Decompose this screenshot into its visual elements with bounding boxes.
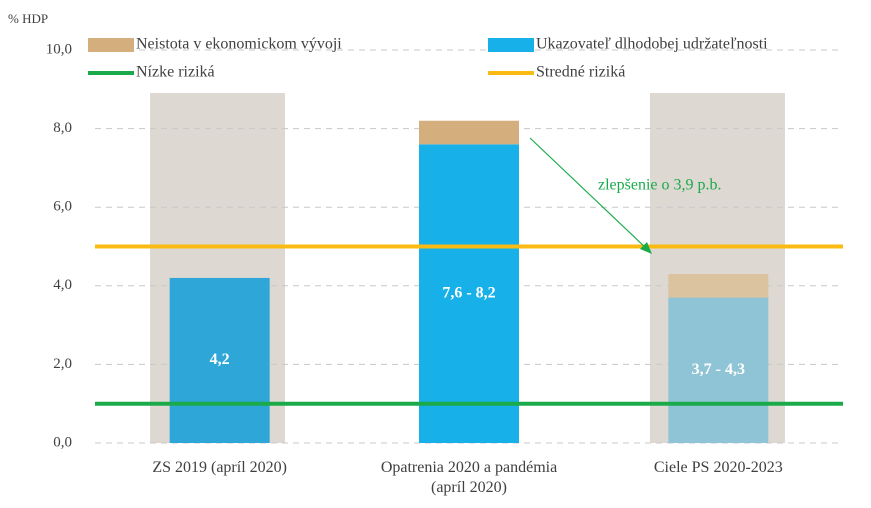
data-label: 3,7 - 4,3 xyxy=(692,361,745,378)
data-label: 7,6 - 8,2 xyxy=(442,284,495,301)
y-tick-label: 4,0 xyxy=(53,277,72,293)
y-tick-label: 6,0 xyxy=(53,199,72,215)
bar-segment xyxy=(668,274,769,298)
y-tick-label: 8,0 xyxy=(53,120,72,136)
legend-swatch xyxy=(488,38,534,52)
x-tick-label: ZS 2019 (apríl 2020) xyxy=(152,459,287,476)
bar-segment xyxy=(668,297,769,443)
annotation-arrowhead xyxy=(640,242,652,254)
y-axis-label: % HDP xyxy=(8,11,48,26)
y-tick-label: 10,0 xyxy=(46,41,72,57)
legend-label: Nízke riziká xyxy=(136,64,215,81)
bar-segment xyxy=(419,120,519,145)
legend-swatch xyxy=(88,38,134,52)
annotation-arrow xyxy=(529,137,649,251)
legend-label: Neistota v ekonomickom vývoji xyxy=(136,36,342,53)
annotation: zlepšenie o 3,9 p.b. xyxy=(598,177,722,194)
legend-label: Stredné riziká xyxy=(536,64,625,81)
x-tick-label: Ciele PS 2020-2023 xyxy=(653,459,783,476)
bar-segment xyxy=(419,144,519,443)
bar-segment xyxy=(169,277,270,443)
y-tick-label: 0,0 xyxy=(53,434,72,450)
y-tick-label: 2,0 xyxy=(53,356,72,372)
data-label: 4,2 xyxy=(210,351,230,368)
legend-label: Ukazovateľ dlhodobej udržateľnosti xyxy=(536,36,768,53)
x-tick-label: Opatrenia 2020 a pandémia (apríl 2020) xyxy=(380,459,558,496)
